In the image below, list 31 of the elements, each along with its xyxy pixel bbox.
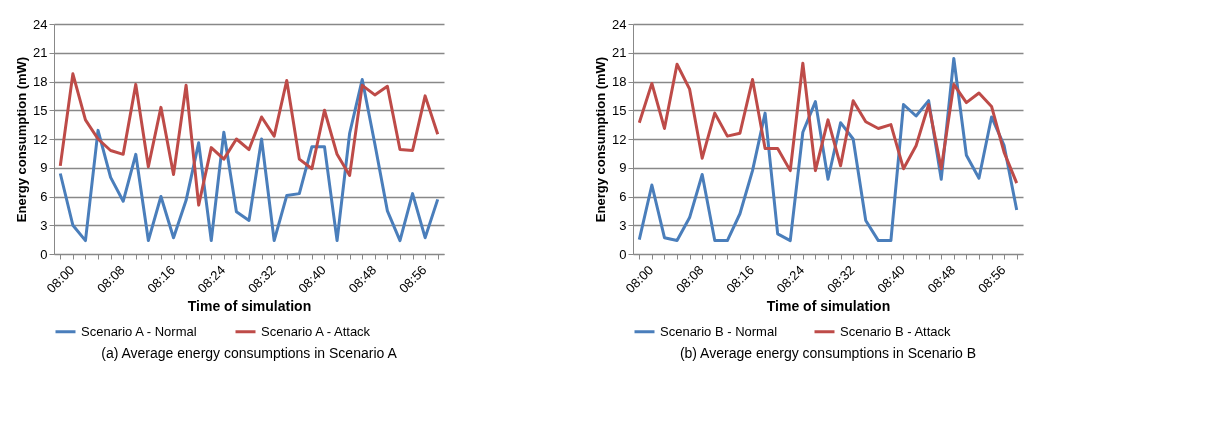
line-series: [637, 61, 1019, 185]
y-tick-label: 9: [40, 160, 48, 176]
y-tick-label: 18: [612, 74, 627, 89]
y-tick-label: 15: [612, 102, 627, 118]
y-tick-label: 12: [612, 131, 627, 147]
y-tick-label: 18: [33, 74, 48, 89]
y-axis-title: Energy consumption (mW): [593, 56, 609, 223]
text: (a) Average energy consumptions in Scenario A: [101, 345, 398, 361]
y-tick-label: 3: [619, 217, 627, 233]
x-axis-title: Time of simulation: [766, 297, 891, 314]
y-tick-label: 24: [33, 16, 48, 32]
line-series: [58, 78, 440, 243]
legend-label: Scenario A - Normal: [81, 323, 197, 339]
y-tick-label: 9: [619, 160, 627, 176]
y-tick-label: 3: [40, 217, 48, 233]
legend-label: Scenario B - Normal: [660, 323, 778, 339]
y-tick-label: 6: [40, 189, 48, 204]
y-tick-label: 24: [612, 16, 627, 32]
y-tick-label: 21: [33, 45, 48, 61]
x-axis-title: Time of simulation: [187, 297, 312, 314]
legend-label: Scenario A - Attack: [261, 323, 371, 339]
text: (b) Average energy consumptions in Scenario B: [679, 345, 977, 361]
y-tick-label: 15: [33, 102, 48, 118]
y-tick-label: 6: [619, 189, 627, 204]
y-tick-label: 0: [40, 246, 48, 262]
y-tick-label: 12: [33, 131, 48, 147]
y-axis-title: Energy consumption (mW): [14, 56, 30, 223]
legend-label: Scenario B - Attack: [840, 323, 952, 339]
y-tick-label: 21: [612, 45, 627, 61]
line-series: [58, 72, 440, 207]
y-tick-label: 0: [619, 246, 627, 262]
